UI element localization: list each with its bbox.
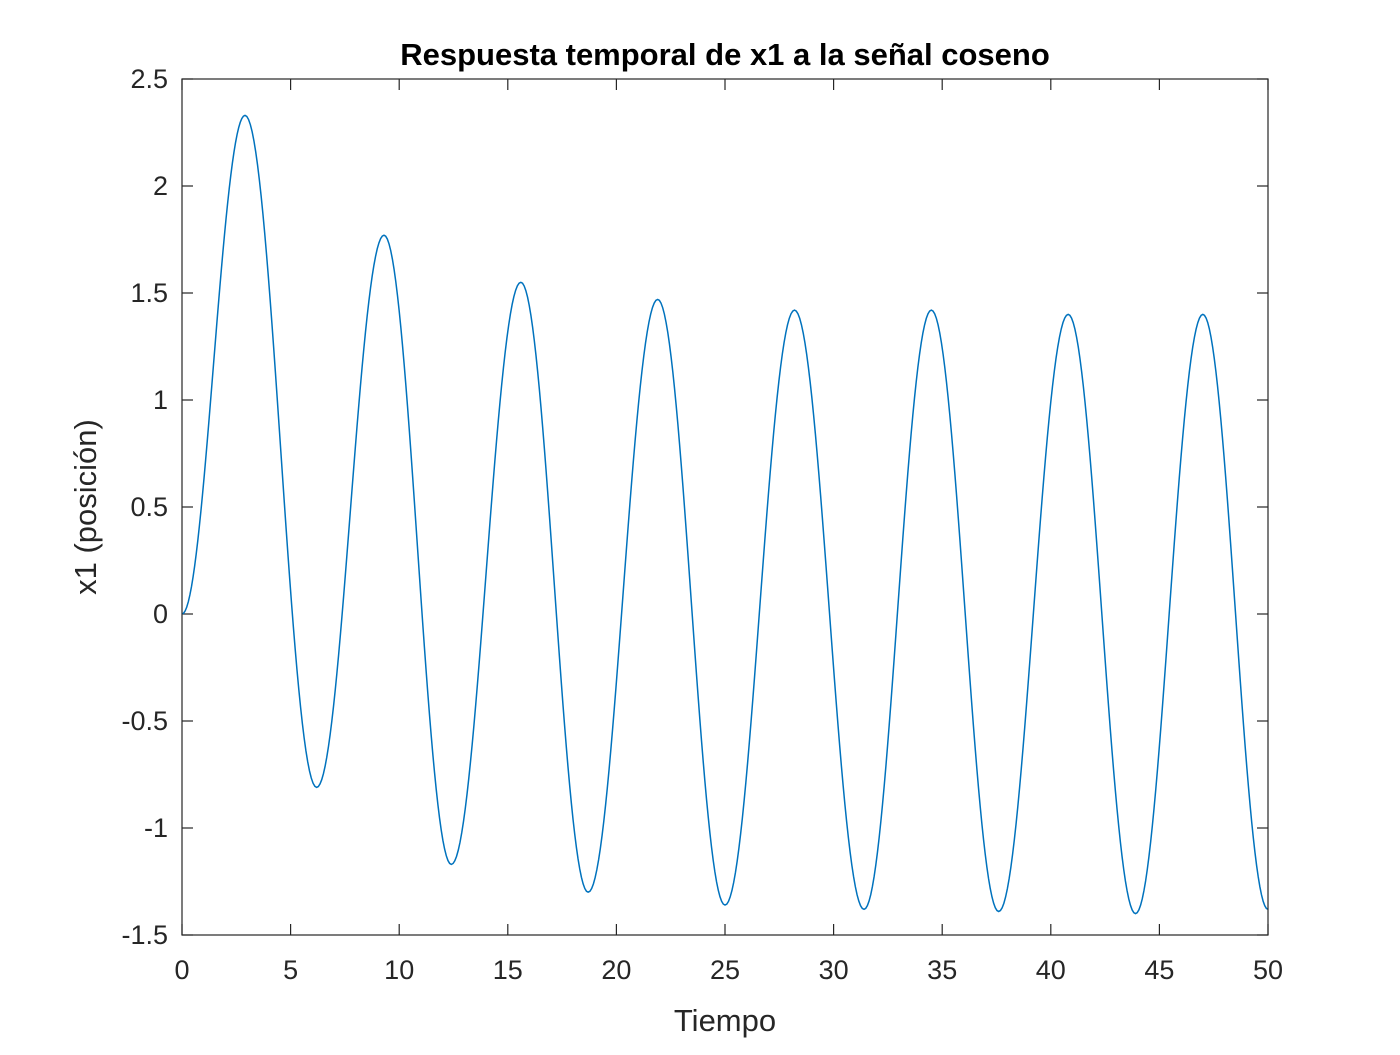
x-axis-label: Tiempo [674, 1003, 776, 1038]
x-tick-label: 40 [1036, 955, 1066, 985]
y-tick-labels: -1.5 -1 -0.5 0 0.5 1 1.5 2 2.5 [121, 64, 168, 950]
y-tick-label: 1 [153, 385, 168, 415]
plot-area [182, 79, 1268, 935]
y-tick-label: 2.5 [130, 64, 168, 94]
x-tick-label: 45 [1144, 955, 1174, 985]
axes-box [181, 78, 1269, 936]
y-tick-label: -0.5 [121, 706, 168, 736]
y-tick-label: 0.5 [130, 492, 168, 522]
y-tick-label: -1.5 [121, 920, 168, 950]
x-tick-labels: 0 5 10 15 20 25 30 35 40 45 50 [174, 955, 1283, 985]
y-tick-label: 2 [153, 171, 168, 201]
x-tick-label: 0 [174, 955, 189, 985]
y-axis-label: x1 (posición) [68, 419, 103, 595]
x-tick-label: 10 [384, 955, 414, 985]
x-tick-label: 35 [927, 955, 957, 985]
x-tick-label: 5 [283, 955, 298, 985]
x-tick-label: 50 [1253, 955, 1283, 985]
y-tick-label: 0 [153, 599, 168, 629]
y-tick-label: 1.5 [130, 278, 168, 308]
chart-title: Respuesta temporal de x1 a la señal cose… [400, 37, 1050, 72]
x-tick-label: 30 [819, 955, 849, 985]
series-line-x1 [181, 114, 1269, 915]
y-tick-label: -1 [144, 813, 168, 843]
x-tick-label: 20 [601, 955, 631, 985]
x-tick-label: 25 [710, 955, 740, 985]
x-tick-label: 15 [493, 955, 523, 985]
